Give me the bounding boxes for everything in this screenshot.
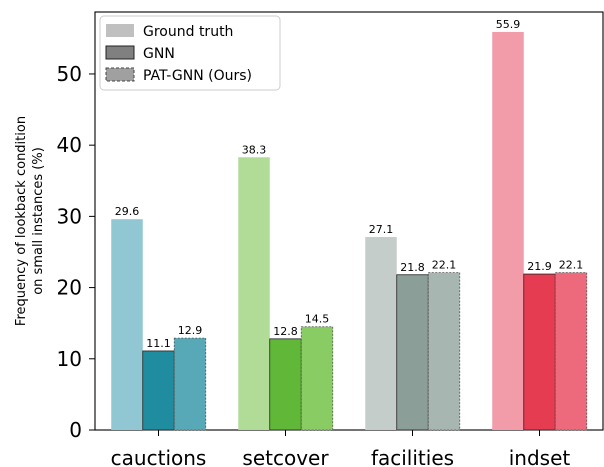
legend-label: PAT-GNN (Ours): [143, 68, 252, 84]
y-tick-label: 40: [57, 133, 82, 157]
bar-cauctions-0: [111, 219, 143, 430]
data-label: 38.3: [242, 143, 267, 156]
y-tick-label: 0: [69, 418, 82, 442]
data-label: 12.8: [273, 325, 298, 338]
x-tick-label: facilities: [371, 446, 454, 467]
axes-frame: [94, 11, 604, 431]
bar-facilities-1: [396, 274, 429, 431]
legend-swatch: [106, 24, 134, 37]
bar-indset-2: [554, 272, 588, 431]
legend-swatch: [105, 45, 135, 60]
bar-setcover-0: [238, 157, 270, 430]
y-tick-label: 50: [57, 62, 82, 86]
x-tick-label: setcover: [242, 446, 329, 467]
bar-cauctions-1: [142, 350, 175, 431]
data-label: 55.9: [496, 18, 521, 31]
y-axis-ticks: 0 10 20 30 40 50: [57, 62, 95, 442]
y-tick-label: 20: [57, 276, 82, 300]
data-label: 12.9: [178, 324, 203, 337]
x-tick-label: indset: [509, 446, 571, 467]
data-label: 27.1: [369, 223, 394, 236]
bars: [111, 31, 588, 431]
legend-label: GNN: [143, 46, 175, 62]
bar-indset-0: [492, 31, 524, 431]
y-axis-label: Frequency of lookback condition on small …: [14, 116, 46, 326]
y-tick-label: 10: [57, 347, 82, 371]
x-axis-ticks: cauctions setcover facilities indset: [111, 430, 571, 467]
legend-label: Ground truth: [143, 24, 233, 40]
legend: Ground truth GNN PAT-GNN (Ours): [99, 15, 281, 91]
data-label: 21.9: [527, 260, 552, 273]
y-tick-label: 30: [57, 204, 82, 228]
data-label: 11.1: [146, 337, 171, 350]
bar-indset-1: [523, 273, 556, 431]
data-label: 14.5: [305, 313, 330, 326]
data-label: 29.6: [115, 205, 140, 218]
bar-facilities-0: [365, 237, 397, 430]
bar-facilities-2: [427, 272, 461, 431]
data-label: 22.1: [559, 259, 584, 272]
legend-swatch: [105, 67, 135, 82]
plot-area: [94, 11, 604, 431]
bar-cauctions-2: [173, 337, 207, 431]
data-labels: 29.6 11.1 12.9 38.3 12.8 14.5 27.1 21.8 22.1 55.9…: [115, 18, 584, 350]
x-tick-label: cauctions: [111, 446, 207, 467]
data-label: 21.8: [400, 261, 425, 274]
data-label: 22.1: [432, 259, 457, 272]
bar-setcover-2: [300, 326, 334, 431]
legend-frame: [99, 15, 281, 91]
bar-setcover-1: [269, 338, 302, 431]
